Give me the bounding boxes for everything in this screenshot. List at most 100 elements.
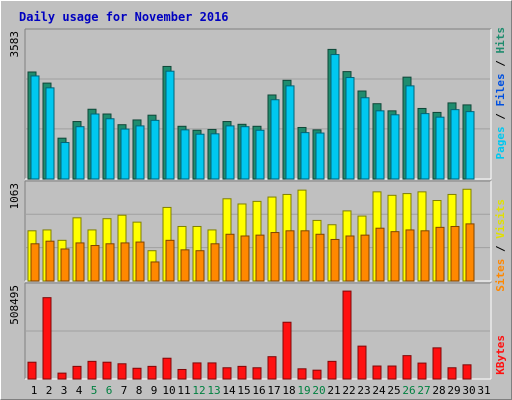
files-bar-day-21: [330, 54, 340, 180]
kbytes-bar-day-18: [282, 321, 292, 380]
files-bar-day-26: [405, 85, 415, 180]
legend-entry-hits: Hits: [494, 27, 507, 54]
sites-bar-day-26: [405, 229, 415, 282]
sites-bar-day-7: [120, 242, 130, 282]
legend-entry-visits: Visits: [494, 199, 507, 239]
sites-bar-day-6: [105, 243, 115, 282]
files-bar-day-27: [420, 113, 430, 180]
chart-title: Daily usage for November 2016: [19, 10, 229, 24]
files-bar-day-18: [285, 85, 295, 180]
kbytes-bar-day-2: [42, 297, 52, 380]
x-tick-label-day-26: 26: [402, 384, 415, 397]
files-bar-day-17: [270, 99, 280, 180]
sites-bar-day-20: [315, 233, 325, 282]
legend-entry-files: Files: [494, 73, 507, 106]
sites-bar-day-24: [375, 227, 385, 282]
hits-y-max-label: 3583: [8, 31, 21, 58]
sites-bar-day-21: [330, 238, 340, 282]
kbytes-bar-day-26: [402, 355, 412, 380]
kbytes-bar-day-12: [192, 362, 202, 380]
sites-bar-day-3: [60, 248, 70, 282]
files-bar-day-29: [450, 109, 460, 180]
kbytes-bar-day-22: [342, 290, 352, 380]
files-bar-day-1: [30, 75, 40, 180]
x-tick-label-day-14: 14: [222, 384, 236, 397]
x-tick-label-day-17: 17: [267, 384, 280, 397]
kbytes-bar-day-11: [177, 368, 187, 380]
kbytes-bar-day-15: [237, 365, 247, 380]
x-tick-label-day-23: 23: [357, 384, 370, 397]
kbytes-bar-day-23: [357, 345, 367, 380]
x-tick-label-day-28: 28: [432, 384, 445, 397]
files-bar-day-2: [45, 87, 55, 180]
kbytes-bar-day-16: [252, 367, 262, 380]
kbytes-bar-day-4: [72, 365, 82, 380]
x-tick-label-day-5: 5: [91, 384, 98, 397]
files-bar-day-6: [105, 118, 115, 180]
files-bar-day-25: [390, 114, 400, 180]
sites-bar-day-4: [75, 242, 85, 282]
files-bar-day-15: [240, 126, 250, 180]
legend: Pages / Files / Hits Sites / Visits KBytes: [494, 27, 507, 375]
sites-bar-day-15: [240, 235, 250, 282]
kbytes-bar-day-17: [267, 356, 277, 380]
x-tick-label-day-8: 8: [136, 384, 143, 397]
files-bar-day-7: [120, 128, 130, 180]
kbytes-bar-day-3: [57, 372, 67, 380]
kbytes-bar-day-29: [447, 367, 457, 380]
x-tick-label-day-13: 13: [207, 384, 220, 397]
kbytes-bar-day-19: [297, 368, 307, 380]
sites-bar-day-10: [165, 239, 175, 282]
files-bar-day-13: [210, 133, 220, 180]
kbytes-bar-day-28: [432, 347, 442, 380]
x-tick-label-day-27: 27: [417, 384, 430, 397]
legend-sites-visits: Sites / Visits: [494, 199, 507, 292]
kbytes-bar-day-5: [87, 360, 97, 380]
files-bar-day-8: [135, 125, 145, 180]
kbytes-y-max-label: 508495: [8, 285, 21, 325]
files-bar-day-9: [150, 119, 160, 180]
files-bar-day-19: [300, 132, 310, 180]
files-bar-day-3: [60, 142, 70, 180]
legend-entry-kbytes: KBytes: [494, 335, 507, 375]
visits-sites-panel: 1063: [8, 180, 492, 282]
x-tick-label-day-2: 2: [46, 384, 53, 397]
x-tick-label-day-6: 6: [106, 384, 113, 397]
sites-bar-day-13: [210, 243, 220, 282]
sites-bar-day-11: [180, 249, 190, 282]
kbytes-bar-day-30: [462, 364, 472, 380]
sites-bar-day-29: [450, 225, 460, 282]
x-tick-label-day-4: 4: [76, 384, 83, 397]
x-tick-label-day-10: 10: [162, 384, 175, 397]
files-bar-day-5: [90, 113, 100, 180]
x-tick-label-day-21: 21: [327, 384, 340, 397]
x-tick-label-day-29: 29: [447, 384, 460, 397]
files-bar-day-30: [465, 111, 475, 180]
sites-bar-day-18: [285, 230, 295, 282]
kbytes-bar-day-24: [372, 365, 382, 380]
sites-bar-day-27: [420, 230, 430, 282]
x-tick-label-day-22: 22: [342, 384, 355, 397]
kbytes-bar-day-7: [117, 363, 127, 380]
x-tick-label-day-12: 12: [192, 384, 205, 397]
x-tick-label-day-15: 15: [237, 384, 250, 397]
sites-bar-day-28: [435, 226, 445, 282]
kbytes-bar-day-10: [162, 357, 172, 380]
x-tick-label-day-1: 1: [31, 384, 38, 397]
kbytes-bar-day-13: [207, 362, 217, 380]
kbytes-bar-day-6: [102, 361, 112, 380]
kbytes-bar-day-8: [132, 367, 142, 380]
kbytes-bar-day-9: [147, 365, 157, 380]
x-tick-label-day-18: 18: [282, 384, 295, 397]
kbytes-bar-day-21: [327, 360, 337, 380]
kbytes-bar-day-20: [312, 369, 322, 380]
x-tick-label-day-16: 16: [252, 384, 265, 397]
x-tick-label-day-25: 25: [387, 384, 400, 397]
hits-files-panel: 3583: [8, 28, 492, 180]
sites-bar-day-23: [360, 234, 370, 282]
sites-bar-day-14: [225, 233, 235, 282]
legend-entry-sites: Sites: [494, 259, 507, 292]
sites-bar-day-19: [300, 230, 310, 282]
